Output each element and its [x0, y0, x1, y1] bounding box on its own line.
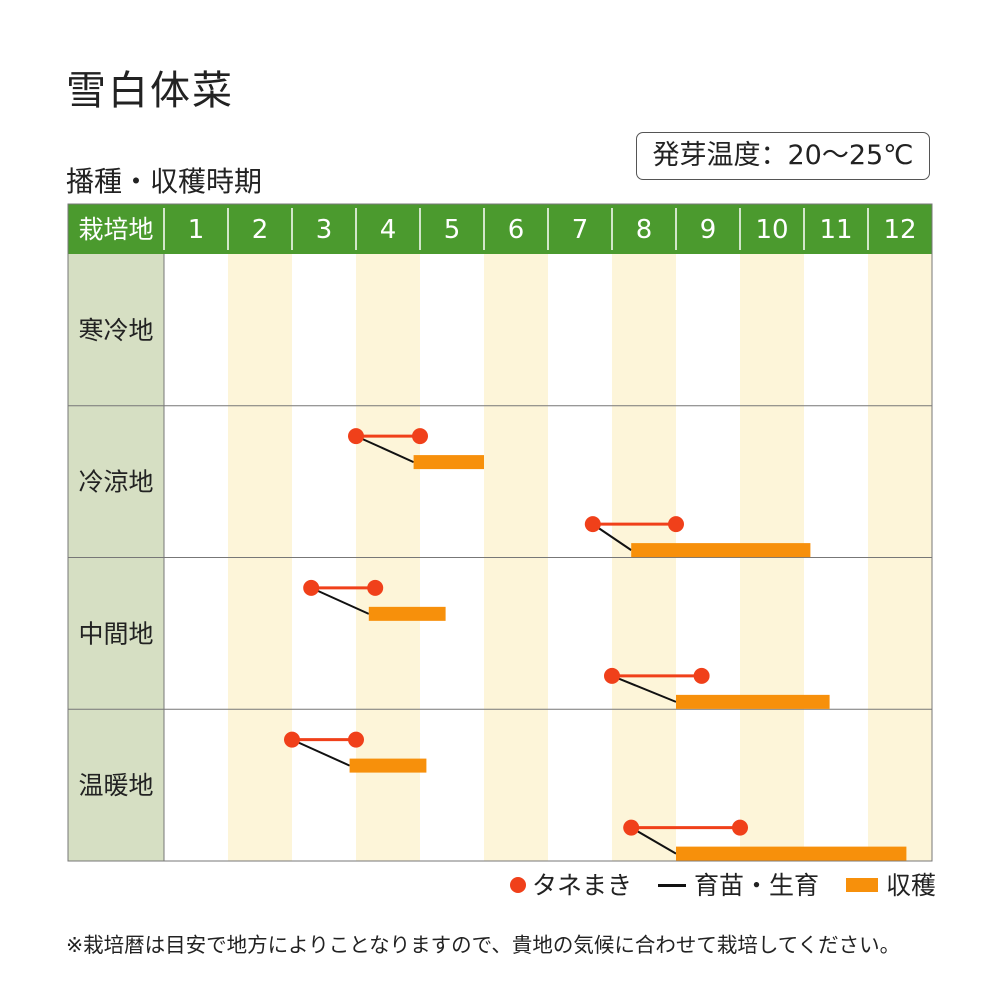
- page-title: 雪白体菜: [66, 68, 234, 114]
- sowing-end-dot: [367, 579, 384, 596]
- legend-label-sowing: タネまき: [532, 871, 633, 900]
- sowing-start-dot: [584, 516, 601, 533]
- growth-line: [355, 435, 415, 464]
- sowing-end-dot: [668, 516, 684, 533]
- growth-line: [310, 586, 370, 615]
- sowing-start-dot: [348, 428, 364, 445]
- month-label: 5: [444, 215, 461, 245]
- month-label: 11: [819, 215, 852, 245]
- legend-item-harvest: 収穫: [846, 868, 936, 904]
- legend-label-growth: 育苗・生育: [694, 871, 820, 900]
- sowing-end-dot: [732, 819, 748, 836]
- legend-item-sowing: タネまき: [510, 868, 632, 904]
- harvest-bar: [676, 694, 830, 709]
- legend-label-harvest: 収穫: [886, 871, 937, 900]
- harvest-bar: [368, 606, 446, 621]
- harvest-bar: [631, 543, 811, 558]
- sowing-dot-icon: [510, 877, 526, 893]
- harvest-bar: [676, 846, 907, 861]
- germination-temperature-badge: 発芽温度：20〜25℃: [636, 132, 930, 180]
- region-label: 寒冷地: [78, 316, 153, 345]
- sowing-end-dot: [348, 731, 364, 748]
- month-label: 3: [316, 215, 333, 245]
- sowing-end-dot: [693, 667, 710, 684]
- sowing-end-dot: [412, 428, 428, 445]
- sowing-start-dot: [284, 731, 300, 748]
- month-label: 10: [755, 215, 788, 245]
- region-label: 中間地: [78, 619, 153, 648]
- month-label: 12: [883, 215, 916, 245]
- region-label: 冷涼地: [78, 468, 153, 497]
- chart-subtitle: 播種・収穫時期: [66, 165, 263, 198]
- month-label: 6: [508, 215, 525, 245]
- region-label: 温暖地: [78, 771, 153, 800]
- month-label: 2: [252, 215, 269, 245]
- month-label: 9: [700, 215, 717, 245]
- harvest-bar-icon: [846, 878, 878, 892]
- month-label: 8: [636, 215, 653, 245]
- sowing-start-dot: [303, 579, 320, 596]
- sowing-start-dot: [604, 667, 620, 684]
- footnote: ※栽培暦は目安で地方によりことなりますので、貴地の気候に合わせて栽培してください…: [66, 933, 901, 957]
- growth-line: [611, 674, 677, 703]
- harvest-bar: [349, 758, 427, 773]
- growth-line: [630, 826, 677, 855]
- month-label: 1: [188, 215, 205, 245]
- header-region-label: 栽培地: [78, 215, 153, 244]
- growth-line: [291, 738, 351, 767]
- month-label: 4: [380, 215, 397, 245]
- legend-item-growth: 育苗・生育: [658, 868, 819, 904]
- chart-border: [67, 203, 933, 862]
- harvest-bar: [413, 455, 484, 470]
- sowing-start-dot: [623, 819, 640, 836]
- header-row-bg: [68, 204, 932, 254]
- month-label: 7: [572, 215, 589, 245]
- growth-line-icon: [658, 883, 686, 887]
